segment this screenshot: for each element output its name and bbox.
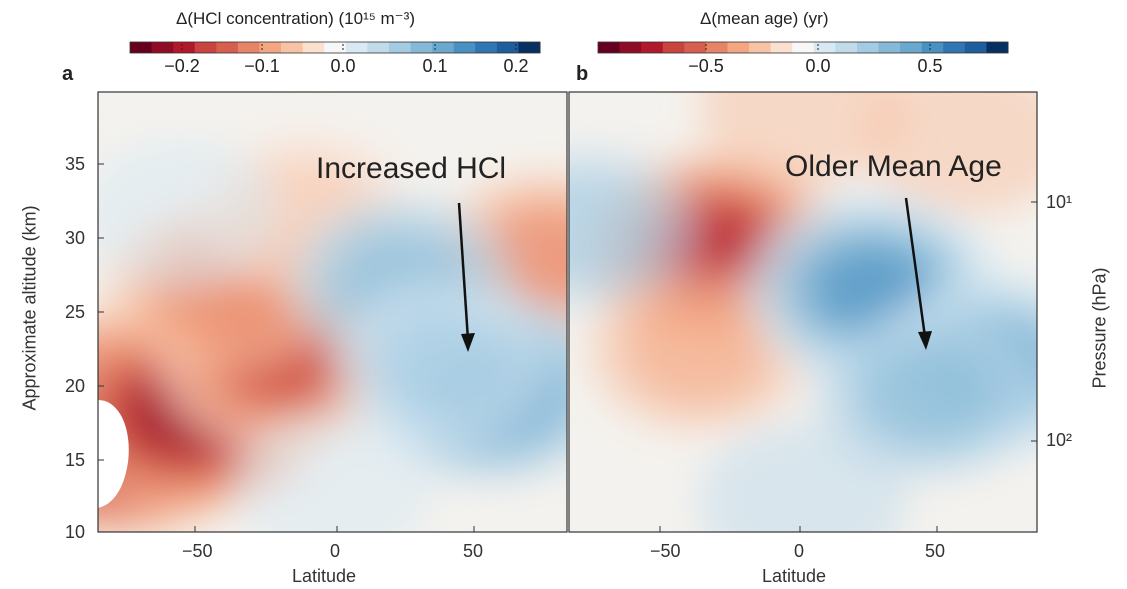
colorbar-title-a: Δ(HCl concentration) (10¹⁵ m⁻³) [176, 9, 415, 28]
contour-blob [698, 424, 908, 532]
cb-a-tick-4: 0.2 [503, 56, 529, 76]
contour-blob [623, 294, 774, 406]
contour-blob [98, 137, 283, 289]
colorbar-swatch [878, 42, 901, 53]
cb-a-tick-2: 0.0 [330, 56, 356, 76]
contour-blob [569, 172, 664, 285]
colorbar-swatch [151, 42, 174, 53]
annotation-a: Increased HCl [316, 152, 507, 185]
xtick-a-neg50: −50 [182, 541, 213, 561]
colorbar-swatch [302, 42, 325, 53]
colorbar-outline [597, 41, 1009, 54]
colorbar-swatch [388, 42, 412, 53]
colorbar-swatch [453, 42, 476, 53]
colorbar-outline [129, 41, 541, 54]
colorbar-swatch [410, 42, 433, 53]
xtick-a-0: 0 [330, 541, 341, 561]
colorbar-swatch [705, 42, 728, 53]
colorbar-title-b: Δ(mean age) (yr) [700, 9, 829, 28]
colorbar-b [597, 41, 1009, 54]
annotation-b: Older Mean Age [785, 150, 1002, 183]
colorbar-swatch [281, 42, 304, 53]
colorbar-swatch [259, 42, 282, 53]
colorbar-swatch [792, 42, 815, 53]
colorbar-swatch [835, 42, 858, 53]
arrow-a [457, 202, 470, 341]
colorbar-swatch [345, 42, 368, 53]
ytick-10: 10 [65, 522, 86, 542]
panel-letter-a: a [62, 63, 74, 85]
colorbar-swatch [518, 42, 541, 53]
missing-data-region [98, 400, 129, 508]
panel-b-frame [568, 91, 1038, 533]
colorbar-swatch [619, 42, 642, 53]
colorbar-swatch [130, 42, 153, 53]
arrowhead-b [918, 331, 932, 350]
colorbar-swatch [598, 42, 621, 53]
xtick-b-neg50: −50 [650, 541, 681, 561]
colorbar-swatch [216, 42, 239, 53]
colorbar-swatch [237, 42, 260, 53]
field-b [569, 92, 1037, 532]
colorbar-a [129, 41, 541, 54]
xtick-b-50: 50 [925, 541, 946, 561]
colorbar-swatch [856, 42, 880, 53]
colorbar-swatch [749, 42, 772, 53]
cb-b-tick-0: −0.5 [688, 56, 724, 76]
colorbar-swatch [900, 42, 923, 53]
colorbar-swatch [684, 42, 707, 53]
ytick-25: 25 [65, 302, 86, 322]
ptick-10e1: 10¹ [1046, 192, 1073, 212]
colorbar-swatch [964, 42, 987, 53]
colorbar-swatch [173, 42, 196, 53]
colorbar-swatch [324, 42, 347, 53]
contour-blob [861, 346, 993, 445]
contour-blob [230, 411, 435, 532]
arrowhead-a [461, 333, 475, 352]
panel-letter-b: b [576, 63, 589, 85]
colorbar-swatch [921, 42, 944, 53]
colorbar-swatch [986, 42, 1009, 53]
ytick-15: 15 [65, 450, 86, 470]
colorbar-swatch [432, 42, 455, 53]
arrow-b [904, 197, 927, 338]
xlabel-a: Latitude [292, 566, 357, 586]
colorbar-swatch [727, 42, 750, 53]
cb-a-tick-0: −0.2 [164, 56, 200, 76]
ytick-20: 20 [65, 376, 86, 396]
ytick-35: 35 [65, 154, 86, 174]
ptick-10e2: 10² [1046, 430, 1073, 450]
cb-a-tick-1: −0.1 [244, 56, 280, 76]
axis-ticks [98, 163, 1037, 533]
field-a [98, 134, 567, 532]
colorbar-swatch [194, 42, 217, 53]
xtick-b-0: 0 [794, 541, 805, 561]
colorbar-swatch [496, 42, 519, 53]
xlabel-b: Latitude [762, 566, 827, 586]
colorbar-swatch [662, 42, 685, 53]
contour-blob [699, 92, 907, 184]
ytick-30: 30 [65, 228, 86, 248]
xtick-a-50: 50 [463, 541, 484, 561]
colorbar-swatch [641, 42, 664, 53]
colorbar-swatch [475, 42, 498, 53]
colorbar-swatch [770, 42, 793, 53]
cb-a-tick-3: 0.1 [422, 56, 448, 76]
colorbar-swatch [813, 42, 836, 53]
colorbar-swatch [943, 42, 966, 53]
contour-blob [863, 92, 1037, 216]
ylabel-b: Pressure (hPa) [1089, 267, 1110, 389]
colorbar-swatch [367, 42, 390, 53]
contour-blob [378, 317, 508, 414]
ylabel-a: Approximate altitude (km) [19, 205, 40, 411]
cb-b-tick-1: 0.0 [805, 56, 831, 76]
cb-b-tick-2: 0.5 [917, 56, 943, 76]
